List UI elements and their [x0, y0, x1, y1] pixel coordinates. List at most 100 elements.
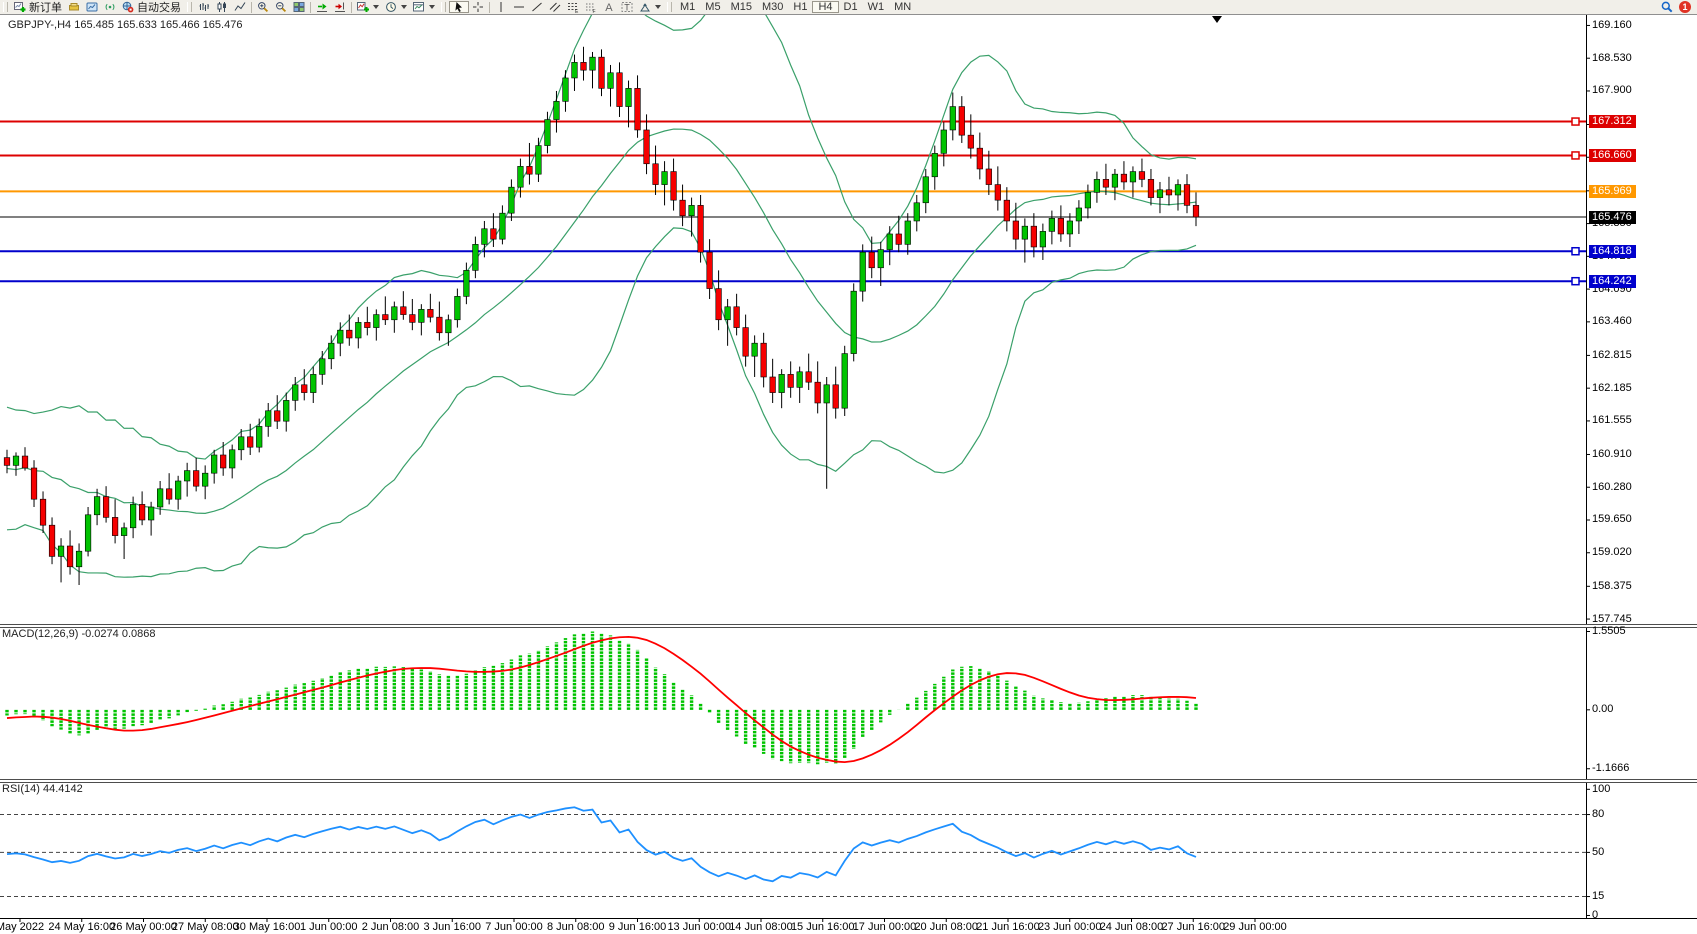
candle: [1120, 173, 1128, 183]
candle: [220, 454, 227, 469]
search-button[interactable]: [1658, 1, 1676, 14]
candle: [57, 545, 65, 557]
candle: [895, 233, 902, 245]
candle: [724, 306, 731, 321]
zoom-in-icon: [258, 2, 269, 13]
price-line-tag[interactable]: 164.818: [1589, 244, 1636, 258]
candle: [48, 524, 56, 557]
fibonacci-icon: E: [568, 3, 579, 13]
macd-axis-tick: -1.1666: [1592, 762, 1630, 775]
hline-handle[interactable]: [1571, 246, 1580, 256]
timeframe-button-d1[interactable]: D1: [843, 1, 858, 13]
clock-icon: [386, 2, 396, 12]
toolbar-grip[interactable]: [3, 2, 8, 12]
macd-histogram: [5, 631, 1198, 765]
candle: [634, 88, 641, 131]
cursor-tool-button[interactable]: [449, 1, 469, 13]
candle: [111, 517, 119, 536]
horizontal-line-icon: [514, 6, 524, 8]
candle: [166, 488, 173, 500]
fibonacci-tool-button[interactable]: E: [564, 1, 582, 14]
new-order-label: 新订单: [29, 2, 62, 14]
text-label-tool-button[interactable]: T: [618, 1, 636, 14]
new-order-button[interactable]: 新订单: [11, 1, 65, 14]
candle: [769, 376, 776, 393]
price-line-tag[interactable]: 165.969: [1589, 184, 1636, 198]
candle: [39, 498, 47, 526]
line-chart-button[interactable]: [231, 1, 249, 14]
candle: [1192, 205, 1200, 218]
price-line-tag[interactable]: 167.312: [1589, 115, 1636, 129]
arrows-tool-button[interactable]: [636, 1, 664, 14]
text-tool-button[interactable]: A: [600, 1, 618, 14]
timeframe-button-m15[interactable]: M15: [730, 1, 752, 13]
tile-windows-button[interactable]: [290, 1, 308, 14]
candle: [1084, 192, 1092, 209]
candle: [346, 329, 353, 339]
svg-text:A: A: [605, 2, 613, 13]
timeframe-button-mn[interactable]: MN: [894, 1, 912, 13]
hline-handle[interactable]: [1571, 117, 1580, 126]
signals-button[interactable]: [101, 1, 119, 14]
price-line-tag[interactable]: 164.242: [1589, 274, 1636, 288]
time-axis-label: 15 Jun 16:00: [790, 921, 855, 933]
candle: [75, 550, 83, 568]
price-axis-tick: 160.910: [1592, 447, 1632, 460]
auto-scroll-button[interactable]: [313, 1, 331, 14]
periods-button[interactable]: [382, 1, 410, 14]
indicators-icon: [357, 2, 369, 12]
macd-axis-tick: 0.00: [1592, 703, 1614, 716]
hline-handle[interactable]: [1571, 276, 1580, 286]
hline-handle[interactable]: [1571, 151, 1580, 160]
bar-chart-button[interactable]: [195, 1, 213, 14]
zoom-out-button[interactable]: [272, 1, 290, 14]
candle: [1003, 199, 1010, 222]
candle: [1174, 184, 1182, 196]
line-chart-icon: [234, 2, 246, 11]
candle: [616, 72, 623, 107]
candle: [670, 171, 677, 201]
timeframe-button-h1[interactable]: H1: [793, 1, 808, 13]
fibo-expansion-tool-button[interactable]: F: [582, 1, 600, 14]
candle: [337, 329, 344, 344]
toolbar-grip[interactable]: [441, 2, 446, 12]
candle: [679, 199, 686, 217]
time-axis-label: 9 Jun 16:00: [608, 921, 667, 933]
macd-label: MACD(12,26,9) -0.0274 0.0868: [2, 628, 156, 640]
timeframe-group: M1 M5 M15 M30 H1 H4 D1 W1 MN: [675, 1, 916, 14]
timeframe-button-w1[interactable]: W1: [867, 1, 885, 13]
indicators-button[interactable]: [354, 1, 382, 14]
metaeditor-icon: [69, 3, 79, 11]
zoom-in-button[interactable]: [254, 1, 272, 14]
price-line-tag[interactable]: 166.660: [1589, 148, 1636, 162]
zoom-out-icon: [276, 2, 287, 13]
chart-shift-button[interactable]: [331, 1, 349, 14]
trendline-tool-button[interactable]: [528, 1, 546, 14]
candle: [382, 314, 389, 321]
candle: [1057, 218, 1064, 235]
templates-button[interactable]: [410, 1, 438, 14]
candle: [120, 527, 128, 536]
timeframe-button-m1[interactable]: M1: [680, 1, 696, 13]
timeframe-button-m5[interactable]: M5: [705, 1, 721, 13]
notifications-button[interactable]: 1: [1676, 1, 1697, 14]
candlestick-chart-button[interactable]: [213, 1, 231, 14]
candle: [508, 186, 515, 214]
crosshair-tool-button[interactable]: [469, 1, 487, 14]
timeframe-button-m30[interactable]: M30: [761, 1, 784, 13]
candle: [481, 228, 488, 245]
toolbar-grip[interactable]: [187, 2, 192, 12]
candle: [1138, 171, 1146, 180]
metaeditor-button[interactable]: [65, 1, 83, 14]
toolbar-grip[interactable]: [667, 2, 672, 12]
candle: [742, 327, 749, 357]
channel-tool-button[interactable]: [546, 1, 564, 14]
vertical-line-tool-button[interactable]: [492, 1, 510, 14]
price-line-tag[interactable]: 165.476: [1589, 210, 1636, 224]
autotrading-button[interactable]: 自动交易: [119, 1, 184, 14]
horizontal-line-tool-button[interactable]: [510, 1, 528, 14]
timeframe-button-h4[interactable]: H4: [812, 1, 839, 13]
candle: [409, 314, 416, 323]
chart-window-button[interactable]: [83, 1, 101, 14]
